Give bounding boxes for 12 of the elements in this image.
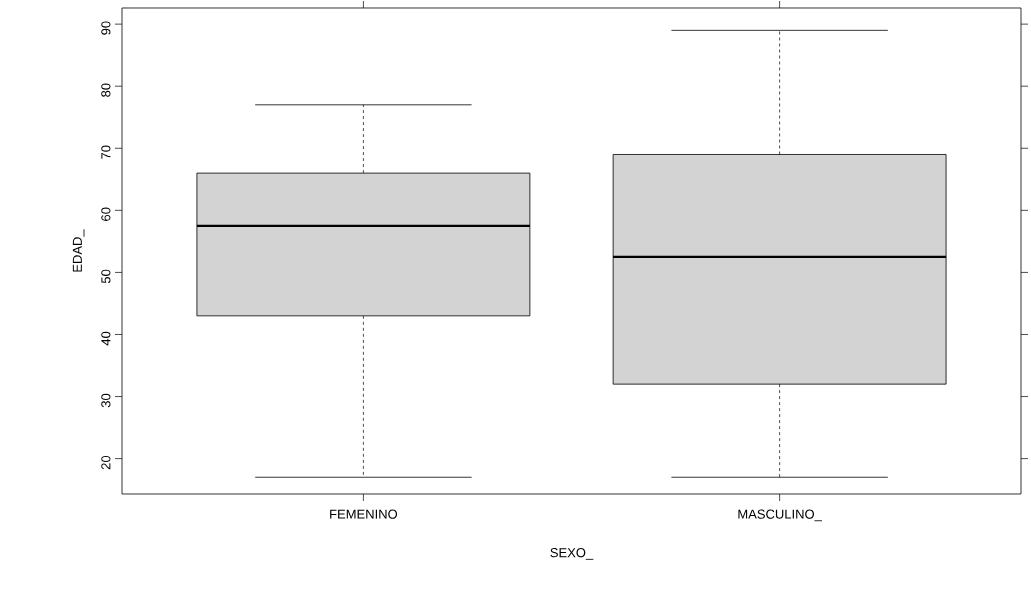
y-tick-label: 60: [101, 207, 111, 221]
y-tick-label: 50: [101, 269, 111, 284]
y-tick-label: 20: [101, 455, 111, 470]
y-tick-label: 30: [101, 393, 111, 408]
x-tick-label: FEMENINO: [330, 509, 398, 519]
x-axis-title: SEXO_: [550, 548, 594, 560]
y-tick-label: 40: [101, 331, 111, 346]
y-tick-label: 90: [101, 21, 111, 35]
y-axis-title: EDAD_: [72, 229, 85, 272]
y-tick-label: 70: [101, 145, 111, 159]
x-tick-label: MASCULINO_: [738, 509, 822, 522]
y-tick-label: 80: [101, 83, 111, 97]
